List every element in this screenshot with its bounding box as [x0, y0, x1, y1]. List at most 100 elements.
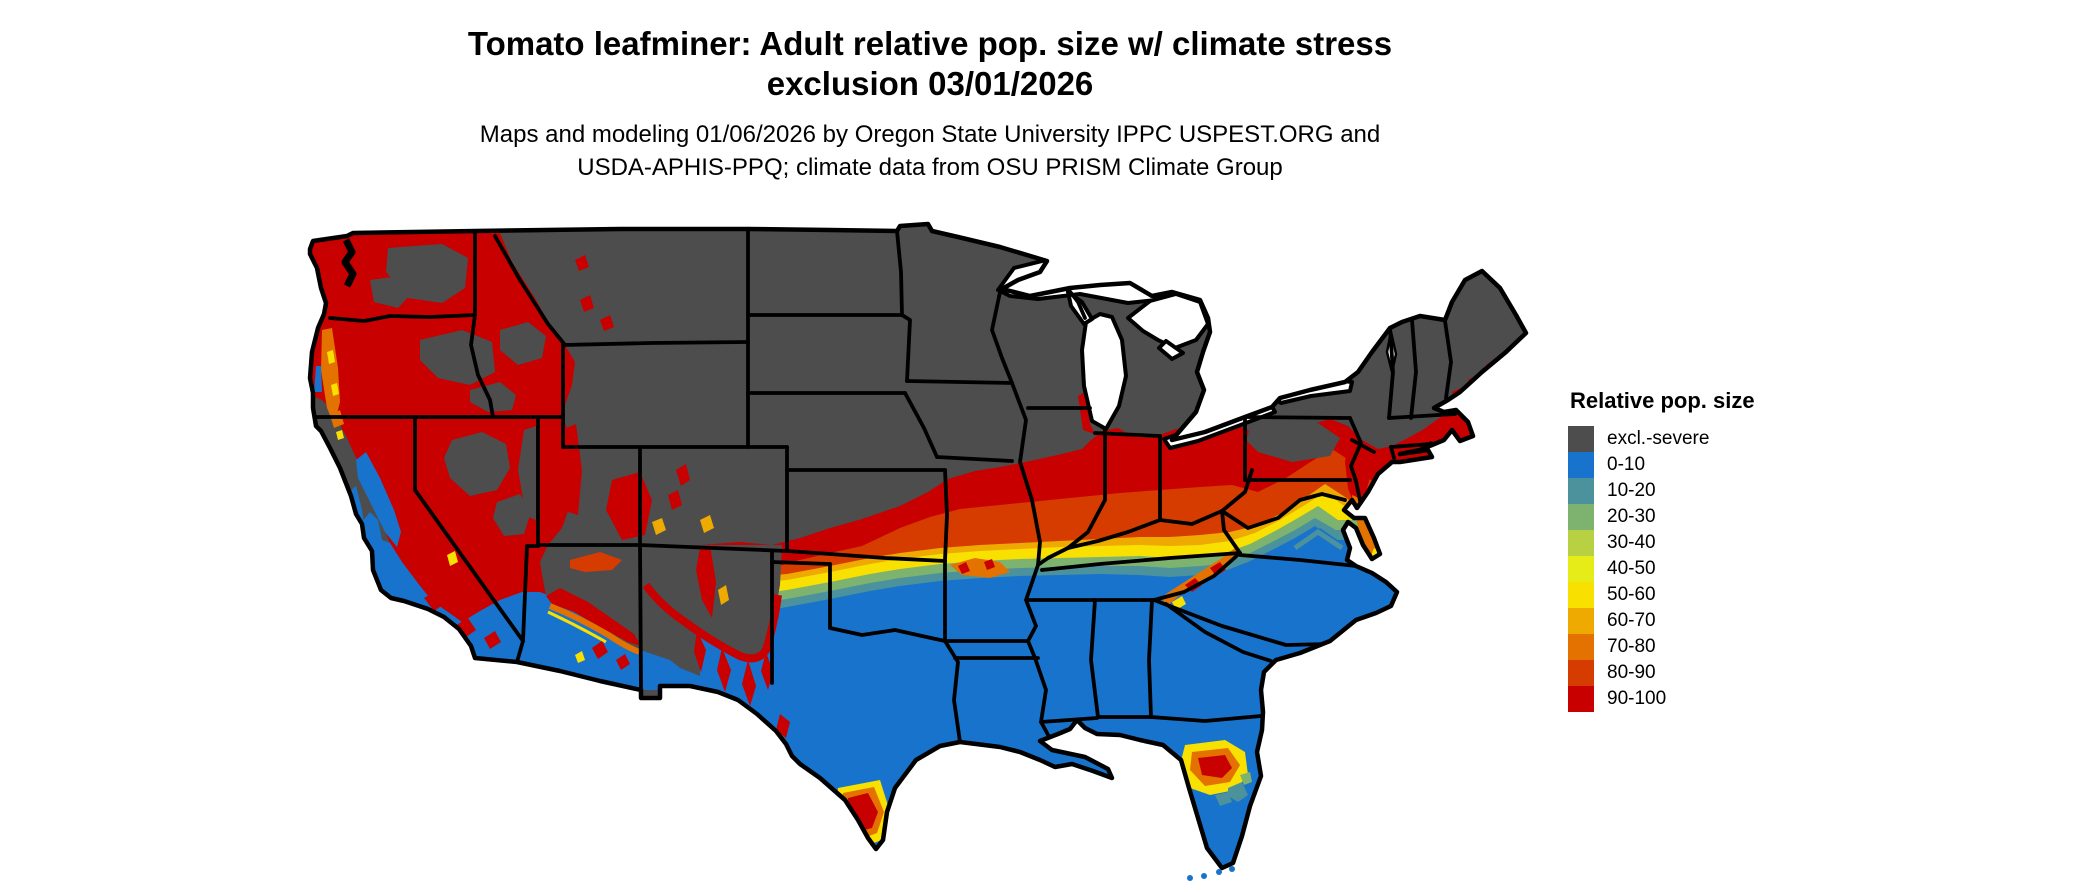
state-borders — [311, 227, 1457, 744]
legend-swatch — [1568, 556, 1594, 582]
legend-swatch — [1568, 608, 1594, 634]
us-risk-map — [280, 220, 1540, 892]
nm-finger4 — [761, 652, 773, 690]
fl-green-dot — [1240, 772, 1252, 785]
socal-red3 — [484, 631, 501, 649]
legend-label: 10-20 — [1607, 480, 1656, 501]
tongue-red-fringe — [642, 582, 782, 663]
or-coast-blue-strip — [314, 366, 322, 392]
map-subtitle-line1: Maps and modeling 01/06/2026 by Oregon S… — [479, 121, 1381, 148]
figure-header: Tomato leafminer: Adult relative pop. si… — [230, 24, 1630, 184]
legend-item: 10-20 — [1568, 478, 1828, 504]
sky-island2 — [616, 654, 630, 670]
legend-item: 90-100 — [1568, 686, 1828, 712]
map-title: Tomato leafminer: Adult relative pop. si… — [230, 24, 1630, 104]
co-red2 — [668, 490, 682, 510]
gray-basin-ewa — [386, 244, 468, 303]
legend-item: 80-90 — [1568, 660, 1828, 686]
fl-teal2 — [1215, 792, 1232, 806]
pa-gray-blob — [1246, 423, 1340, 462]
legend-label: 60-70 — [1607, 610, 1656, 631]
legend-item: 40-50 — [1568, 556, 1828, 582]
ozark-red1 — [958, 562, 970, 574]
gray-basin-nv2 — [493, 494, 531, 536]
legend-label: 70-80 — [1607, 636, 1656, 657]
legend-label: 40-50 — [1607, 558, 1656, 579]
nca-orange — [330, 410, 344, 428]
legend-label: 0-10 — [1607, 454, 1646, 475]
mt-speckle1 — [580, 295, 594, 312]
legend-label: 20-30 — [1607, 506, 1656, 527]
co-red1 — [676, 464, 690, 486]
lake-michigan — [1080, 312, 1128, 431]
grand-canyon-streak — [570, 552, 622, 572]
legend-label: 90-100 — [1607, 688, 1667, 709]
gray-basin-swid — [500, 322, 546, 365]
legend-swatch — [1568, 452, 1594, 478]
legend-swatch — [1568, 582, 1594, 608]
mogollon-orange-fringe — [548, 603, 642, 655]
map-subtitle-line2: USDA-APHIS-PPQ; climate data from OSU PR… — [577, 154, 1283, 181]
coastal-plain-blue — [1290, 528, 1370, 610]
legend-swatch — [1568, 634, 1594, 660]
or-coast-range-orange — [321, 328, 340, 425]
legend-item: 70-80 — [1568, 634, 1828, 660]
legend-items: excl.-severe 0-10 10-20 20-30 30-40 40-50 50-6… — [1568, 426, 1828, 712]
puget-sound — [341, 238, 357, 288]
legend-label: 30-40 — [1607, 532, 1656, 553]
coastal-plain-teal-fringe — [1293, 528, 1344, 551]
gray-basin-seor — [470, 382, 516, 412]
or-coast-yellow2 — [331, 383, 339, 396]
sierra-red-ridge — [388, 458, 462, 572]
ca-central-valley-blue — [356, 452, 401, 547]
legend-label: 80-90 — [1607, 662, 1656, 683]
legend-item: excl.-severe — [1568, 426, 1828, 452]
nj-red — [1345, 442, 1372, 508]
socal-red1 — [424, 590, 447, 611]
smoky-red2 — [1210, 562, 1226, 576]
sierra-yellow-dot — [447, 551, 458, 566]
legend-swatch — [1568, 530, 1594, 556]
gray-basin-nv1 — [444, 432, 510, 496]
legend-swatch — [1568, 504, 1594, 530]
fl-red-core — [1198, 755, 1232, 778]
map-raster-layers — [310, 224, 1526, 868]
ozark-red2 — [984, 559, 995, 570]
legend: Relative pop. size excl.-severe 0-10 10-20… — [1568, 388, 1828, 712]
gray-basin-env — [518, 426, 536, 520]
mt-speckle3 — [575, 255, 589, 271]
co-orange1 — [700, 515, 714, 533]
fl-teal1 — [1228, 782, 1248, 802]
legend-swatch — [1568, 686, 1594, 712]
legend-swatch — [1568, 660, 1594, 686]
legend-item: 0-10 — [1568, 452, 1828, 478]
mogollon-red — [546, 588, 641, 646]
nm-finger2 — [717, 648, 731, 692]
map-title-line1: Tomato leafminer: Adult relative pop. si… — [467, 25, 1393, 62]
sangre-red-streak — [696, 545, 716, 618]
sky-island1 — [592, 641, 608, 659]
legend-title: Relative pop. size — [1570, 388, 1755, 413]
nm-finger3 — [742, 660, 756, 706]
nca-yellow — [336, 430, 344, 440]
lakeshore-red-sliver — [1078, 392, 1095, 434]
legend-swatch — [1568, 478, 1594, 504]
legend-swatch — [1568, 426, 1594, 452]
legend-item: 60-70 — [1568, 608, 1828, 634]
saginaw-bay — [1157, 339, 1185, 361]
lake-huron — [1126, 292, 1210, 350]
legend-item: 30-40 — [1568, 530, 1828, 556]
legend-label: excl.-severe — [1607, 428, 1710, 449]
gray-basin-cwa — [370, 276, 410, 308]
map-subtitle: Maps and modeling 01/06/2026 by Oregon S… — [230, 118, 1630, 184]
nm-finger1 — [694, 630, 706, 672]
us-risk-map-svg — [307, 221, 1529, 881]
mogollon-yellow-fringe — [547, 610, 607, 644]
us-outline — [307, 221, 1529, 871]
nm-orange-dot — [718, 585, 729, 605]
legend-item: 50-60 — [1568, 582, 1828, 608]
sky-island-yellow — [575, 651, 585, 663]
or-coast-yellow1 — [327, 350, 335, 364]
florida-keys — [1187, 866, 1235, 881]
